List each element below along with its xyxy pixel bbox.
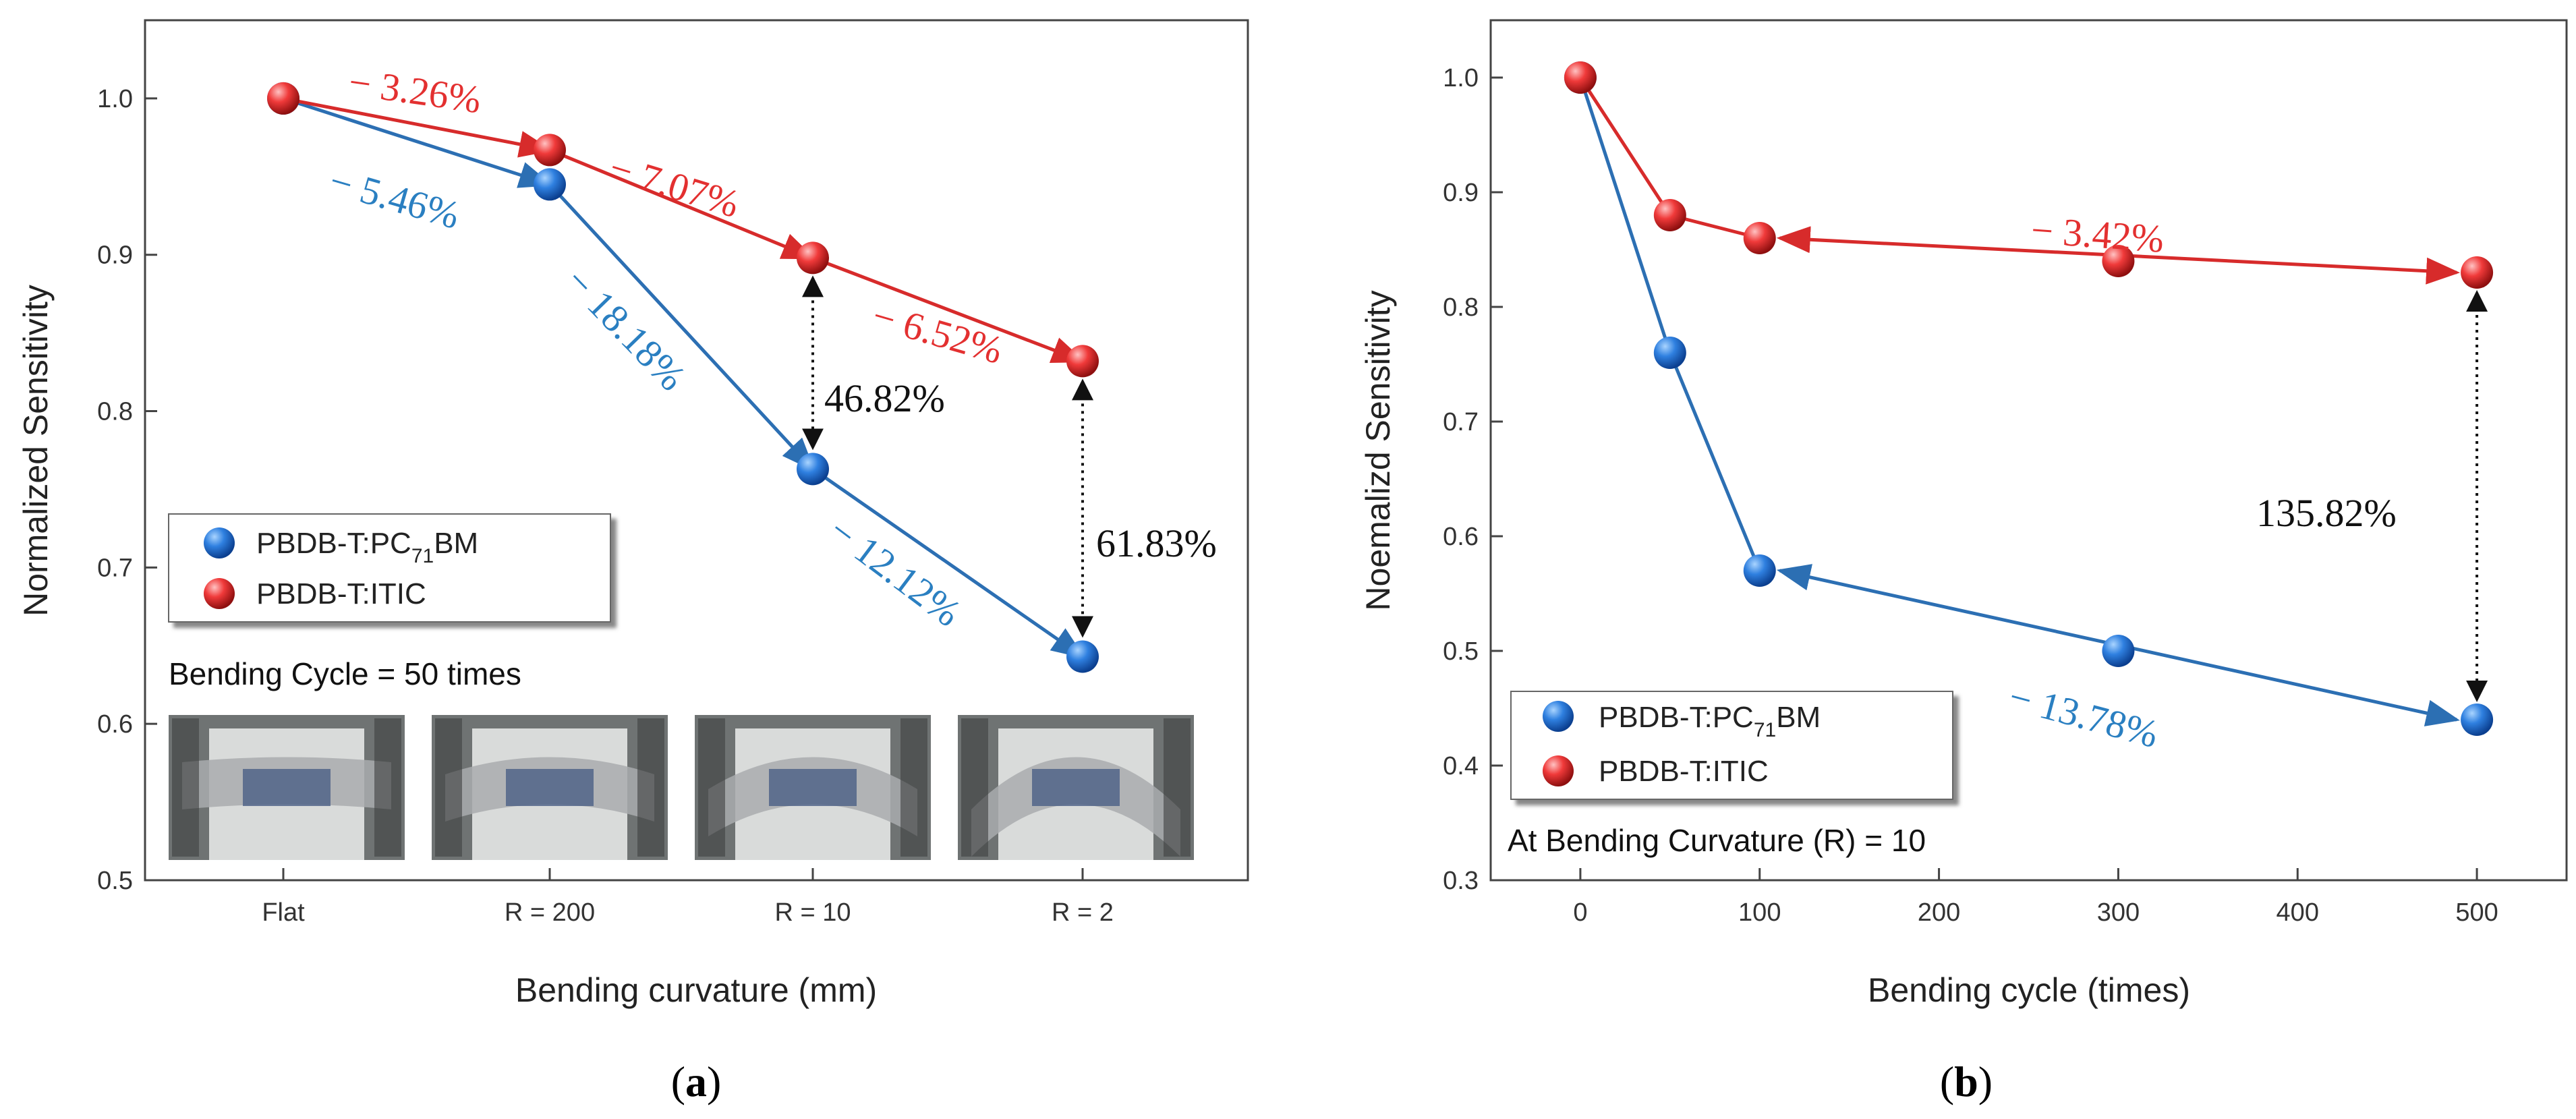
- condition-note-b: At Bending Curvature (R) = 10: [1508, 823, 1926, 858]
- data-point-red: [1066, 345, 1099, 378]
- y-tick-label: 0.9: [1443, 179, 1479, 207]
- y-tick-label: 0.6: [1443, 523, 1479, 551]
- y-tick-label: 0.7: [1443, 408, 1479, 436]
- y-tick-label: 1.0: [97, 85, 133, 113]
- x-axis-title-b: Bending cycle (times): [1868, 971, 2190, 1009]
- legend-marker-blue-a: [204, 527, 235, 558]
- chart-panel-a: 0.5 0.6 0.7 0.8 0.9 1.0 Flat R = 200 R = 10 R = …: [17, 19, 1249, 1106]
- data-point-blue: [1743, 554, 1776, 587]
- gap-arrows-b: 135.82%: [2256, 290, 2488, 702]
- x-tick-label: 400: [2277, 898, 2319, 927]
- y-tick-label: 0.8: [1443, 293, 1479, 322]
- y-tick-label: 0.5: [1443, 637, 1479, 666]
- y-tick-label: 0.9: [97, 241, 133, 270]
- y-tick-label: 0.3: [1443, 867, 1479, 895]
- data-points-b: [1564, 61, 2494, 736]
- legend-marker-blue-b: [1543, 701, 1574, 732]
- sample-photos: [169, 715, 1194, 860]
- x-tick-label: 0: [1573, 898, 1587, 927]
- data-point-red: [2102, 245, 2135, 277]
- data-point-red: [1653, 199, 1686, 231]
- segment-label: − 5.46%: [324, 159, 464, 237]
- x-axis-b: 0 100 200 300 400 500: [1573, 868, 2498, 927]
- data-point-blue: [1653, 337, 1686, 369]
- series-segment-red: [549, 148, 816, 260]
- x-tick-label: R = 200: [505, 898, 595, 927]
- segment-label: − 7.07%: [604, 145, 744, 226]
- gap-label: 61.83%: [1096, 521, 1217, 565]
- plot-frame-b: [1489, 19, 2568, 882]
- legend-label-blue-b: PBDB-T:PC71BM: [1599, 701, 1821, 741]
- series-segment-blue: [283, 96, 553, 188]
- x-tick-label: R = 10: [774, 898, 851, 927]
- panel-label-a: (a): [671, 1058, 722, 1106]
- y-tick-label: 0.6: [97, 710, 133, 739]
- gap-label: 135.82%: [2256, 491, 2397, 535]
- y-axis-b: 0.3 0.4 0.5 0.6 0.7 0.8 0.9 1.0: [1443, 64, 1503, 895]
- legend-label-red-a: PBDB-T:ITIC: [256, 577, 426, 610]
- sample-photo: [432, 715, 668, 860]
- data-point-blue: [797, 453, 829, 486]
- condition-note-a: Bending Cycle = 50 times: [169, 656, 521, 691]
- x-axis-a: Flat R = 200 R = 10 R = 2: [262, 868, 1114, 927]
- y-axis-title-b: Noemalizd Sensitivity: [1359, 290, 1397, 610]
- data-point-red: [267, 82, 299, 115]
- y-axis-title-a: Normalized Sensitivity: [17, 285, 55, 616]
- segment-label: − 3.26%: [346, 60, 484, 122]
- y-tick-label: 0.7: [97, 554, 133, 582]
- legend-label-red-b: PBDB-T:ITIC: [1599, 755, 1769, 788]
- data-point-blue: [2461, 704, 2494, 736]
- x-tick-label: 200: [1918, 898, 1960, 927]
- data-point-blue: [534, 168, 566, 201]
- sample-photo: [958, 715, 1194, 860]
- data-point-red: [1564, 61, 1597, 94]
- data-point-blue: [1066, 640, 1099, 673]
- x-tick-label: 500: [2455, 898, 2498, 927]
- y-tick-label: 0.8: [97, 398, 133, 426]
- y-tick-label: 0.5: [97, 867, 133, 895]
- chart-panel-b: 0.3 0.4 0.5 0.6 0.7 0.8 0.9 1.0 0 100 200 300 400 50…: [1359, 19, 2568, 1106]
- y-tick-label: 1.0: [1443, 64, 1479, 92]
- gap-label: 46.82%: [824, 376, 945, 420]
- data-point-blue: [2102, 635, 2135, 667]
- series-line-blue: [1578, 77, 1762, 571]
- x-tick-label: R = 2: [1052, 898, 1114, 927]
- data-point-red: [534, 134, 566, 167]
- gap-arrows-a: 46.82% 61.83%: [802, 275, 1217, 638]
- sample-photo: [695, 715, 931, 860]
- span-labels-b: − 3.42% − 13.78%: [2005, 208, 2166, 756]
- x-axis-title-a: Bending curvature (mm): [515, 971, 877, 1009]
- series-segment-red: [812, 256, 1086, 363]
- data-point-red: [797, 241, 829, 275]
- y-axis-a: 0.5 0.6 0.7 0.8 0.9 1.0: [97, 85, 157, 895]
- plot-frame-a: [144, 19, 1249, 882]
- legend-a: PBDB-T:PC71BM PBDB-T:ITIC: [168, 513, 611, 623]
- data-point-red: [2461, 256, 2494, 289]
- data-points-a: [267, 82, 1099, 673]
- span-label: − 3.42%: [2030, 208, 2165, 261]
- legend-b: PBDB-T:PC71BM PBDB-T:ITIC: [1510, 691, 1953, 800]
- x-tick-label: 100: [1738, 898, 1781, 927]
- series-segment-blue: [548, 183, 815, 471]
- x-tick-label: Flat: [262, 898, 305, 927]
- series-lines-a: [283, 96, 1086, 659]
- panel-label-b: (b): [1940, 1058, 1993, 1106]
- data-point-red: [1743, 222, 1776, 254]
- sample-photo: [169, 715, 405, 860]
- series-segment-red: [283, 96, 553, 158]
- y-tick-label: 0.4: [1443, 752, 1479, 780]
- legend-box-b: [1510, 691, 1953, 800]
- legend-box-a: [168, 513, 611, 623]
- series-lines-b: [1578, 76, 2461, 726]
- legend-label-blue-a: PBDB-T:PC71BM: [256, 527, 478, 567]
- legend-marker-red-a: [204, 578, 235, 609]
- span-label: − 13.78%: [2005, 675, 2163, 756]
- legend-marker-red-b: [1543, 755, 1574, 786]
- segment-label: − 18.18%: [557, 259, 695, 399]
- x-tick-label: 300: [2097, 898, 2140, 927]
- series-segment-blue: [811, 467, 1086, 659]
